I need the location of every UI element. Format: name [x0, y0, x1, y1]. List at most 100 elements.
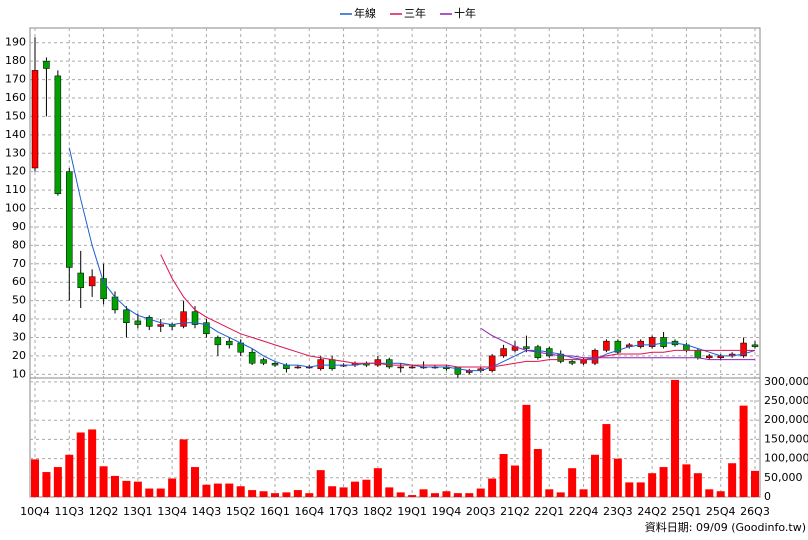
volume-bar — [145, 488, 154, 497]
volume-bar — [728, 463, 737, 497]
y-tick-label: 80 — [12, 238, 26, 251]
volume-bar — [305, 493, 314, 497]
volume-bar — [442, 491, 451, 497]
y-tick-label: 40 — [12, 312, 26, 325]
candle-body — [568, 361, 576, 364]
volume-bar — [248, 490, 257, 497]
candle-body — [637, 340, 644, 347]
volume-bar — [385, 487, 394, 497]
volume-bar — [419, 489, 428, 497]
volume-bar — [156, 488, 165, 497]
y-tick-label: 30 — [12, 330, 26, 343]
volume-bar — [351, 481, 359, 497]
y2-tick-label: 100,000 — [764, 452, 808, 465]
candle-body — [500, 348, 507, 357]
volume-bar — [499, 454, 508, 497]
volume-bar — [225, 483, 234, 497]
candle-body — [134, 320, 142, 325]
candle-body — [397, 366, 404, 369]
volume-bar — [533, 449, 542, 497]
x-tick-label: 22Q1 — [534, 505, 564, 518]
y-tick-label: 90 — [12, 220, 26, 233]
x-tick-label: 14Q3 — [192, 505, 222, 518]
candle-body — [591, 350, 599, 364]
y-tick-label: 100 — [5, 202, 26, 215]
candle-body — [283, 364, 290, 370]
volume-bar — [431, 493, 439, 497]
y-tick-label: 140 — [5, 128, 26, 141]
y-tick-label: 70 — [12, 257, 26, 270]
candle-body — [203, 322, 210, 335]
x-tick-label: 11Q3 — [54, 505, 84, 518]
y-tick-label: 150 — [5, 109, 26, 122]
volume-bar — [545, 489, 554, 497]
volume-bar — [682, 464, 691, 497]
y2-tick-label: 150,000 — [764, 432, 808, 445]
volume-bar — [65, 454, 74, 497]
volume-bar — [693, 473, 702, 497]
volume-bar — [396, 492, 405, 497]
y-tick-label: 180 — [5, 54, 26, 67]
y-tick-label: 170 — [5, 73, 26, 86]
x-tick-label: 12Q2 — [89, 505, 119, 518]
volume-bar — [282, 492, 291, 497]
candle-body — [123, 309, 130, 323]
legend-label: 三年 — [404, 6, 426, 20]
x-tick-label: 22Q4 — [569, 505, 599, 518]
volume-bar — [133, 481, 142, 497]
candle-body — [54, 75, 62, 195]
y2-tick-label: 250,000 — [764, 394, 808, 407]
y-tick-label: 120 — [5, 165, 26, 178]
candle-body — [43, 60, 50, 69]
x-tick-label: 20Q3 — [466, 505, 496, 518]
candle-body — [374, 359, 382, 366]
ma-line — [160, 254, 755, 368]
candle-body — [294, 366, 302, 369]
volume-bar — [373, 468, 382, 497]
volume-bar — [168, 478, 177, 497]
x-tick-label: 26Q3 — [740, 505, 770, 518]
x-tick-label: 13Q1 — [123, 505, 153, 518]
volume-bar — [522, 404, 531, 497]
candle-body — [740, 342, 747, 357]
footnote: 資料日期: 09/09 (Goodinfo.tw) — [645, 520, 806, 534]
volume-bar — [31, 459, 39, 497]
candle-body — [191, 311, 199, 325]
volume-bar — [625, 482, 634, 497]
candle-body — [31, 70, 39, 169]
volume-bar — [568, 468, 577, 497]
volume-bar — [453, 493, 462, 497]
x-tick-label: 25Q4 — [706, 505, 736, 518]
x-tick-label: 23Q3 — [603, 505, 633, 518]
volume-bar — [99, 466, 108, 497]
y2-tick-label: 200,000 — [764, 413, 808, 426]
candle-body — [488, 355, 496, 371]
volume-bar — [579, 489, 588, 497]
volume-bar — [739, 405, 748, 497]
volume-bar — [339, 487, 348, 497]
volume-bar — [213, 483, 222, 497]
x-tick-label: 16Q4 — [294, 505, 324, 518]
candle-body — [706, 355, 713, 358]
volume-bar — [716, 491, 725, 497]
volume-bar — [122, 480, 131, 497]
x-tick-label: 10Q4 — [20, 505, 50, 518]
ma-line — [480, 327, 755, 361]
volume-panel — [29, 377, 761, 498]
y-tick-label: 190 — [5, 36, 26, 49]
candle-body — [580, 359, 587, 364]
candle-body — [614, 340, 622, 353]
y2-tick-label: 0 — [764, 490, 771, 503]
candle-body — [523, 346, 530, 349]
volume-bar — [316, 470, 325, 497]
volume-bar — [602, 424, 611, 497]
candle-body — [248, 351, 256, 364]
volume-bar — [648, 473, 657, 497]
candle-body — [660, 337, 667, 347]
volume-bar — [408, 495, 417, 497]
x-tick-label: 24Q2 — [637, 505, 667, 518]
volume-bar — [465, 493, 474, 497]
candle-body — [751, 344, 759, 347]
volume-bar — [293, 490, 302, 497]
legend-label: 十年 — [454, 6, 476, 20]
